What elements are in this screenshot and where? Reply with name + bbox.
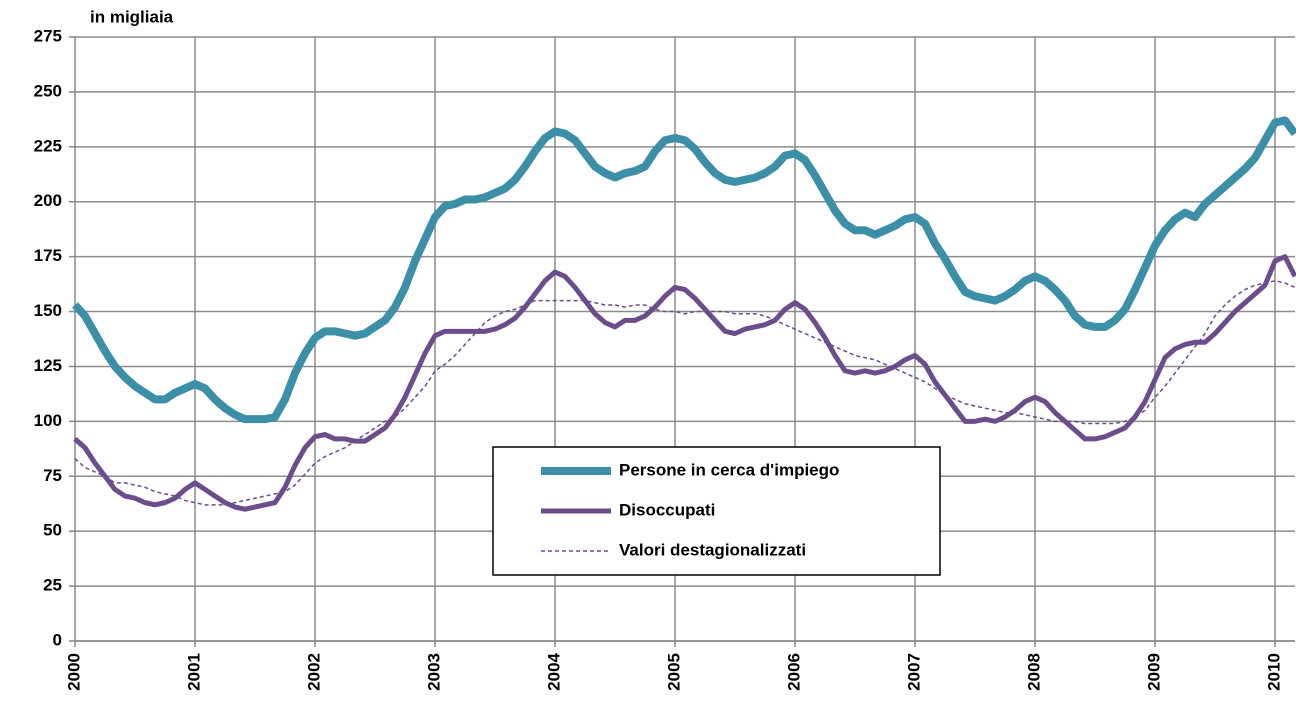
y-tick-label: 25 [43, 576, 62, 595]
x-tick-label: 2007 [904, 653, 923, 691]
series-line [72, 116, 1296, 424]
series-line [73, 254, 1296, 512]
series-line [74, 280, 1296, 506]
legend-label: Valori destagionalizzati [619, 540, 806, 559]
x-tick-label: 2006 [784, 653, 803, 691]
x-tick-label: 2009 [1144, 653, 1163, 691]
x-tick-label: 2004 [544, 652, 563, 690]
y-tick-label: 50 [43, 521, 62, 540]
x-tick-label: 2005 [664, 653, 683, 691]
y-tick-label: 200 [34, 191, 62, 210]
x-tick-label: 2003 [424, 653, 443, 691]
chart-subtitle: in migliaia [90, 7, 174, 26]
y-tick-label: 175 [34, 246, 62, 265]
legend: Persone in cerca d'impiego Disoccupati Val… [492, 446, 941, 576]
y-tick-label: 225 [34, 136, 62, 155]
x-tick-label: 2010 [1264, 653, 1283, 691]
y-tick-label: 0 [53, 630, 62, 649]
y-tick-label: 75 [43, 466, 62, 485]
y-tick-label: 250 [34, 81, 62, 100]
y-tick-label: 150 [34, 301, 62, 320]
legend-label: Disoccupati [619, 500, 715, 519]
y-tick-label: 100 [34, 411, 62, 430]
x-tick-label: 2008 [1024, 653, 1043, 691]
legend-label: Persone in cerca d'impiego [619, 460, 839, 479]
x-tick-label: 2001 [184, 653, 203, 691]
y-tick-label: 125 [34, 356, 62, 375]
x-tick-label: 2002 [304, 653, 323, 691]
x-tick-label: 2000 [64, 653, 83, 691]
y-tick-label: 275 [34, 26, 62, 45]
